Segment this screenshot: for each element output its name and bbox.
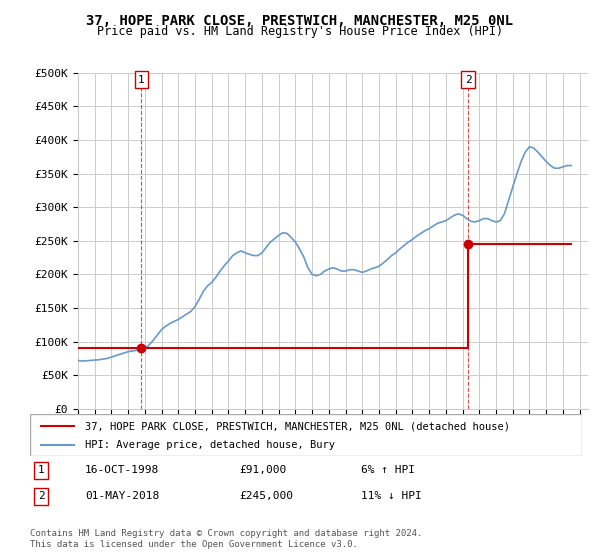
Text: 37, HOPE PARK CLOSE, PRESTWICH, MANCHESTER, M25 0NL (detached house): 37, HOPE PARK CLOSE, PRESTWICH, MANCHEST… [85, 421, 510, 431]
Text: 37, HOPE PARK CLOSE, PRESTWICH, MANCHESTER, M25 0NL: 37, HOPE PARK CLOSE, PRESTWICH, MANCHEST… [86, 14, 514, 28]
Text: HPI: Average price, detached house, Bury: HPI: Average price, detached house, Bury [85, 440, 335, 450]
Text: 11% ↓ HPI: 11% ↓ HPI [361, 492, 422, 502]
Text: 01-MAY-2018: 01-MAY-2018 [85, 492, 160, 502]
Text: £245,000: £245,000 [240, 492, 294, 502]
FancyBboxPatch shape [30, 414, 582, 456]
Text: 1: 1 [38, 465, 44, 475]
Text: Contains HM Land Registry data © Crown copyright and database right 2024.
This d: Contains HM Land Registry data © Crown c… [30, 529, 422, 549]
Text: 16-OCT-1998: 16-OCT-1998 [85, 465, 160, 475]
Text: 6% ↑ HPI: 6% ↑ HPI [361, 465, 415, 475]
Text: Price paid vs. HM Land Registry's House Price Index (HPI): Price paid vs. HM Land Registry's House … [97, 25, 503, 38]
Text: 2: 2 [465, 74, 472, 85]
Text: 1: 1 [138, 74, 145, 85]
Text: £91,000: £91,000 [240, 465, 287, 475]
Text: 2: 2 [38, 492, 44, 502]
